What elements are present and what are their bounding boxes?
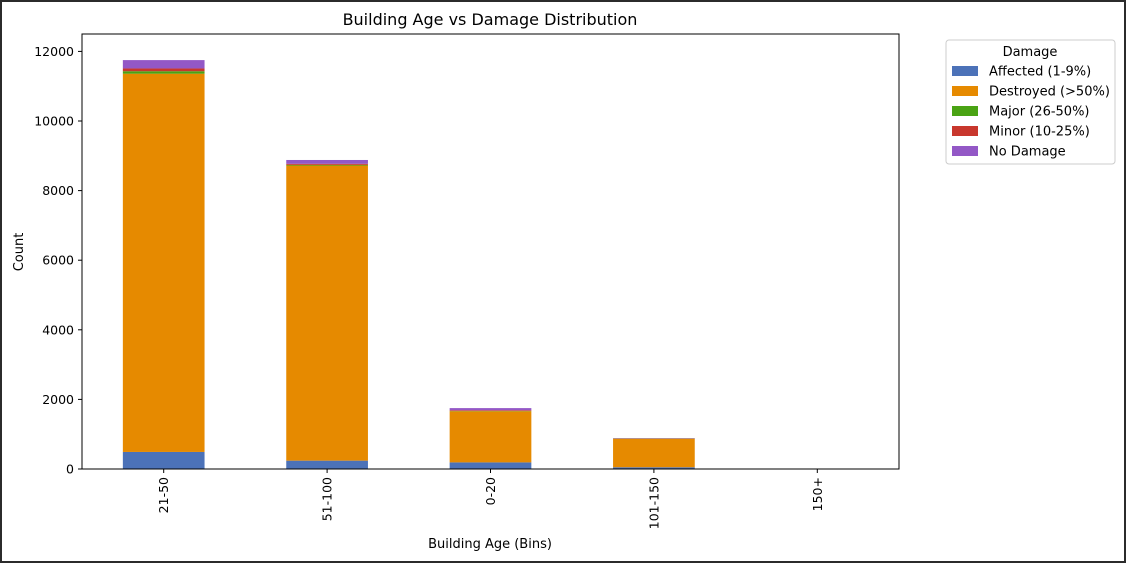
legend-frame <box>945 39 1116 165</box>
legend-label: Destroyed (>50%) <box>989 85 1110 100</box>
legend-label: No Damage <box>989 145 1066 160</box>
bar-51-100-series-3 <box>286 163 368 165</box>
bar-101-150-series-0 <box>613 467 695 469</box>
x-axis: 21-50 51-100 0-20 101-150 150+ <box>156 469 825 529</box>
chart-title: Building Age vs Damage Distribution <box>343 10 638 29</box>
x-tick-label: 150+ <box>810 477 825 511</box>
bar-21-50-series-4 <box>122 60 205 69</box>
legend-label: Minor (10-25%) <box>989 125 1090 140</box>
bar-51-100-series-0 <box>286 460 368 469</box>
y-tick-label: 6000 <box>42 253 74 268</box>
x-tick-label: 21-50 <box>156 477 171 513</box>
legend-label: Major (26-50%) <box>989 105 1090 120</box>
legend-swatch <box>952 146 978 156</box>
bar-0-20-series-3 <box>449 410 532 411</box>
bar-21-50-series-3 <box>122 68 205 72</box>
y-tick-label: 10000 <box>34 114 74 129</box>
legend: Damage Affected (1-9%) Destroyed (>50%) Ma… <box>945 39 1116 165</box>
bar-0-20-series-1 <box>449 411 532 463</box>
bar-21-50-series-0 <box>122 451 205 469</box>
x-axis-label: Building Age (Bins) <box>428 537 552 552</box>
bar-0-20-series-0 <box>449 462 532 469</box>
bar-21-50-series-1 <box>122 73 205 452</box>
legend-items: Affected (1-9%) Destroyed (>50%) Major (26… <box>952 65 1110 160</box>
bar-51-100-series-2 <box>286 164 368 166</box>
x-tick-label: 101-150 <box>646 477 661 529</box>
legend-label: Affected (1-9%) <box>989 65 1091 80</box>
bar-51-100-series-4 <box>286 159 368 164</box>
x-tick-label: 0-20 <box>483 477 498 505</box>
x-tick-label: 51-100 <box>320 477 335 521</box>
legend-swatch <box>952 66 978 76</box>
y-tick-label: 4000 <box>42 322 74 337</box>
legend-swatch <box>952 106 978 116</box>
y-tick-label: 2000 <box>42 392 74 407</box>
bars-group <box>122 60 695 469</box>
bar-101-150-series-1 <box>613 438 695 468</box>
y-tick-label: 12000 <box>34 44 74 59</box>
legend-swatch <box>952 86 978 96</box>
legend-swatch <box>952 126 978 136</box>
y-tick-label: 8000 <box>42 183 74 198</box>
y-tick-label: 0 <box>66 462 74 477</box>
bar-21-50-series-2 <box>122 71 205 74</box>
bar-0-20-series-4 <box>449 408 532 411</box>
y-axis: 0 2000 4000 6000 8000 10000 12000 <box>34 44 82 477</box>
legend-title: Damage <box>1003 45 1058 60</box>
bar-51-100-series-1 <box>286 165 368 461</box>
plot-frame <box>81 33 900 470</box>
y-axis-label: Count <box>12 233 27 272</box>
